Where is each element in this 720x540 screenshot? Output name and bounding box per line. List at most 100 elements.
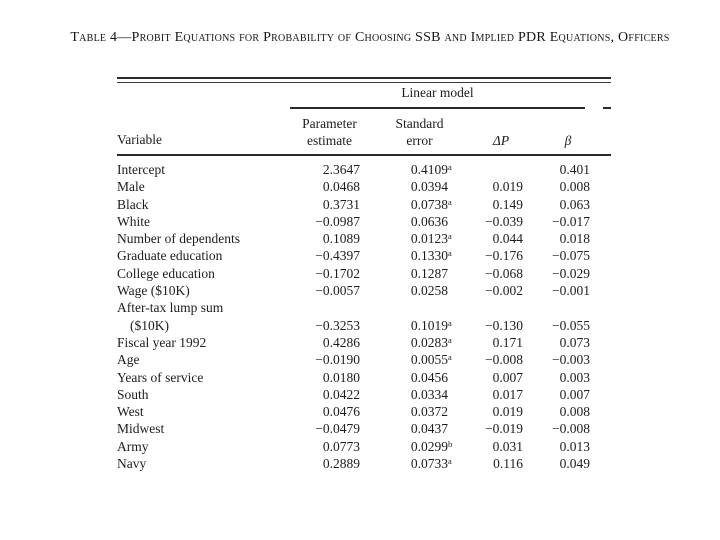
table-row: ($10K) −0.3253 0.1019a −0.130 −0.055 xyxy=(117,317,611,334)
parameter-estimate-cell: −0.0190 xyxy=(315,352,360,368)
table-top-rule xyxy=(117,77,611,83)
beta-cell: −0.008 xyxy=(552,421,590,437)
variable-cell: Intercept xyxy=(117,162,165,177)
standard-error-cell: 0.0437 xyxy=(372,420,467,437)
table-row: Years of service 0.0180 0.0456 0.007 0.0… xyxy=(117,369,611,386)
parameter-estimate-cell: 0.0422 xyxy=(322,386,360,402)
table-row: South 0.0422 0.0334 0.017 0.007 xyxy=(117,386,611,403)
delta-p-cell: −0.019 xyxy=(485,421,523,437)
standard-error-value: 0.4109 xyxy=(410,162,448,177)
standard-error-value: 0.0334 xyxy=(410,386,448,402)
variable-cell: Graduate education xyxy=(117,248,223,264)
parameter-estimate-cell: 0.0468 xyxy=(322,179,360,195)
parameter-estimate-cell: 0.2889 xyxy=(322,456,360,472)
standard-error-value: 0.0258 xyxy=(410,283,448,299)
standard-error-cell: 0.1330a xyxy=(410,248,452,264)
delta-p-cell xyxy=(467,161,535,178)
variable-cell: South xyxy=(117,386,149,402)
table-row: Intercept 2.3647 0.4109a 0.401 xyxy=(117,161,611,178)
parameter-estimate-cell: 0.1089 xyxy=(322,231,360,247)
standard-error-cell: 0.0123a xyxy=(410,231,452,247)
beta-cell: 0.049 xyxy=(559,456,590,472)
table-row: Midwest −0.0479 0.0437 −0.019 −0.008 xyxy=(117,420,611,437)
table-row: Wage ($10K) −0.0057 0.0258 −0.002 −0.001 xyxy=(117,282,611,299)
standard-error-value: 0.0636 xyxy=(410,213,448,229)
header-line: error xyxy=(406,133,433,148)
column-header-standard-error: Standard error xyxy=(372,115,467,149)
beta-cell: 0.063 xyxy=(559,196,590,212)
table-row: Graduate education −0.4397 0.1330a −0.17… xyxy=(117,247,611,264)
beta-cell: 0.073 xyxy=(559,334,590,350)
table-row: Number of dependents 0.1089 0.0123a 0.04… xyxy=(117,230,611,247)
parameter-estimate-cell: 0.4286 xyxy=(322,334,360,350)
beta-cell: −0.017 xyxy=(552,213,590,229)
standard-error-cell xyxy=(372,299,467,316)
header-line: Parameter xyxy=(302,116,357,131)
standard-error-value: 0.1019 xyxy=(410,317,448,333)
delta-p-cell: 0.007 xyxy=(492,369,523,385)
standard-error-cell: 0.0283a xyxy=(410,334,452,350)
beta-cell: 0.401 xyxy=(559,162,590,177)
standard-error-cell: 0.0055a xyxy=(410,352,452,368)
parameter-estimate-cell: −0.0479 xyxy=(315,421,360,437)
beta-cell: 0.013 xyxy=(559,438,590,454)
table-row: White −0.0987 0.0636 −0.039 −0.017 xyxy=(117,213,611,230)
standard-error-cell: 0.0733a xyxy=(410,456,452,472)
table-row: Army 0.0773 0.0299b 0.031 0.013 xyxy=(117,438,611,455)
delta-p-cell: −0.130 xyxy=(485,317,523,333)
delta-p-cell: 0.171 xyxy=(492,334,523,350)
variable-cell: Black xyxy=(117,196,149,212)
beta-cell: −0.075 xyxy=(552,248,590,264)
delta-p-cell: 0.017 xyxy=(492,386,523,402)
table-row: West 0.0476 0.0372 0.019 0.008 xyxy=(117,403,611,420)
beta-cell: 0.008 xyxy=(559,404,590,420)
delta-p-cell: 0.116 xyxy=(493,456,523,472)
parameter-estimate-cell: −0.1702 xyxy=(315,265,360,281)
standard-error-value: 0.0283 xyxy=(410,334,448,350)
standard-error-cell: 0.0258 xyxy=(372,282,467,299)
delta-p-cell: −0.002 xyxy=(485,283,523,299)
beta-cell: −0.029 xyxy=(552,265,590,281)
standard-error-cell: 0.0738a xyxy=(410,196,452,212)
variable-cell: Age xyxy=(117,352,140,368)
standard-error-cell: 0.0636 xyxy=(372,213,467,230)
beta-cell xyxy=(535,299,611,316)
parameter-estimate-cell: 0.0476 xyxy=(322,404,360,420)
parameter-estimate-cell: 0.3731 xyxy=(322,196,360,212)
standard-error-value: 0.0738 xyxy=(410,196,448,212)
standard-error-value: 0.0456 xyxy=(410,369,448,385)
parameter-estimate-cell: −0.3253 xyxy=(315,317,360,333)
standard-error-value: 0.0299 xyxy=(410,438,448,454)
standard-error-value: 0.1330 xyxy=(410,248,448,264)
standard-error-cell: 0.0456 xyxy=(372,369,467,386)
column-header-variable: Variable xyxy=(117,132,162,147)
beta-cell: 0.003 xyxy=(559,369,590,385)
standard-error-value: 0.0055 xyxy=(410,352,448,368)
beta-cell: −0.003 xyxy=(552,352,590,368)
variable-cell: Male xyxy=(117,179,145,195)
variable-cell: After-tax lump sum xyxy=(117,300,224,316)
standard-error-value: 0.0394 xyxy=(410,179,448,195)
variable-cell: Wage ($10K) xyxy=(117,283,190,299)
cropped-rule-fragment xyxy=(603,107,611,109)
standard-error-cell: 0.4109a xyxy=(410,162,452,177)
standard-error-value: 0.1287 xyxy=(410,265,448,281)
delta-p-cell: 0.019 xyxy=(492,179,523,195)
delta-p-cell: −0.176 xyxy=(485,248,523,264)
standard-error-value: 0.0372 xyxy=(410,404,448,420)
table-row: Navy 0.2889 0.0733a 0.116 0.049 xyxy=(117,455,611,472)
variable-cell: Fiscal year 1992 xyxy=(117,334,207,350)
variable-cell: West xyxy=(117,404,144,420)
column-header-beta: β xyxy=(564,133,572,148)
parameter-estimate-cell: 0.0180 xyxy=(322,369,360,385)
spanner-underline xyxy=(290,107,585,109)
parameter-estimate-cell: −0.0057 xyxy=(315,283,360,299)
table-body: Intercept 2.3647 0.4109a 0.401 Male 0.04… xyxy=(117,161,611,472)
variable-cell: Army xyxy=(117,438,149,454)
table-row: Male 0.0468 0.0394 0.019 0.008 xyxy=(117,178,611,195)
column-header-parameter-estimate: Parameter estimate xyxy=(287,115,372,149)
delta-p-cell: −0.039 xyxy=(485,213,523,229)
beta-cell: −0.055 xyxy=(552,317,590,333)
parameter-estimate-cell: −0.4397 xyxy=(315,248,360,264)
